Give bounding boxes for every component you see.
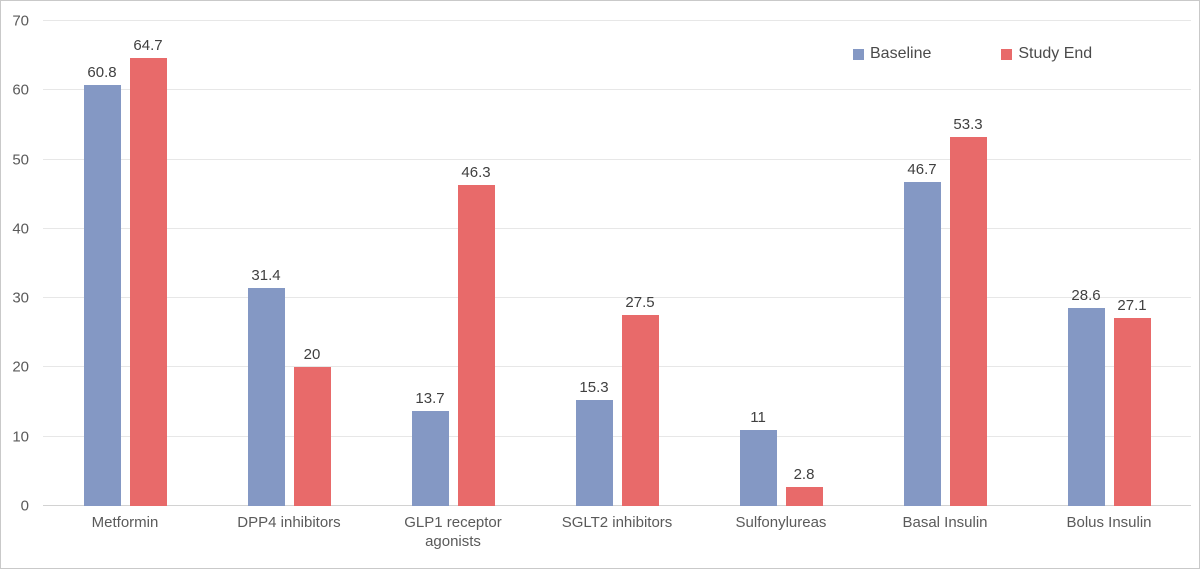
bar-study-end-sglt2-inhibitors: 27.5 [621, 294, 659, 506]
y-axis: 0 10 20 30 40 50 60 70 [1, 13, 35, 515]
y-tick-label-10: 10 [12, 428, 29, 446]
value-label-baseline-glp1-receptor-agonists: 13.7 [415, 390, 445, 408]
bar-study-end-dpp4-inhibitors: 20 [293, 346, 331, 506]
bar-baseline-basal-insulin: 46.7 [903, 161, 941, 506]
x-label-sglt2-inhibitors: SGLT2 inhibitors [561, 514, 673, 531]
legend-item-study-end: Study End [1001, 45, 1092, 63]
y-tick-label-20: 20 [12, 358, 29, 376]
x-label-sulfonylureas: Sulfonylureas [735, 514, 827, 531]
value-label-study-end-sglt2-inhibitors: 27.5 [625, 294, 655, 312]
value-label-baseline-bolus-insulin: 28.6 [1071, 286, 1101, 304]
bar-baseline-sulfonylureas: 11 [739, 409, 777, 506]
bar-study-end-glp1-receptor-agonists: 46.3 [457, 164, 495, 506]
bar-baseline-bolus-insulin: 28.6 [1067, 287, 1105, 506]
value-label-baseline-sulfonylureas: 11 [750, 408, 766, 426]
legend-label-baseline: Baseline [870, 45, 932, 62]
y-tick-label-40: 40 [12, 220, 29, 238]
plot-area: 60.8 64.7 31.4 20 13.7 46.3 15.3 27.5 11 2.8 46.7 5… [43, 20, 1191, 506]
bar-study-end-sulfonylureas: 2.8 [785, 466, 823, 506]
bar-baseline-dpp4-inhibitors: 31.4 [247, 267, 285, 506]
chart-legend: Baseline Study End [853, 45, 1092, 63]
x-label-basal-insulin: Basal Insulin [902, 514, 988, 531]
value-label-study-end-bolus-insulin: 27.1 [1117, 297, 1147, 315]
legend-swatch-study-end [1001, 48, 1013, 60]
bar-group-glp1-receptor-agonists: 13.7 46.3 [371, 21, 535, 506]
bar-study-end-metformin: 64.7 [129, 37, 167, 506]
y-tick-label-30: 30 [12, 289, 29, 307]
value-label-study-end-glp1-receptor-agonists: 46.3 [461, 164, 491, 182]
bar-group-metformin: 60.8 64.7 [43, 21, 207, 506]
bar-group-bolus-insulin: 28.6 27.1 [1027, 21, 1191, 506]
value-label-baseline-metformin: 60.8 [87, 63, 117, 81]
gridline-50 [43, 158, 1191, 160]
bar-group-sglt2-inhibitors: 15.3 27.5 [535, 21, 699, 506]
y-tick-label-70: 70 [12, 12, 29, 30]
bar-group-dpp4-inhibitors: 31.4 20 [207, 21, 371, 506]
x-axis: Metformin DPP4 inhibitors GLP1 receptor ag… [43, 513, 1191, 551]
y-tick-label-0: 0 [20, 497, 29, 515]
x-label-dpp4-inhibitors: DPP4 inhibitors [237, 514, 341, 531]
value-label-study-end-dpp4-inhibitors: 20 [303, 346, 321, 364]
legend-item-baseline: Baseline [853, 45, 931, 63]
value-label-baseline-basal-insulin: 46.7 [907, 161, 937, 179]
bar-group-basal-insulin: 46.7 53.3 [863, 21, 1027, 506]
bar-groups: 60.8 64.7 31.4 20 13.7 46.3 15.3 27.5 11 2.8 46.7 5… [43, 21, 1191, 506]
gridline-10 [43, 435, 1191, 437]
y-tick-label-60: 60 [12, 81, 29, 99]
legend-swatch-baseline [853, 48, 864, 60]
gridline-30 [43, 297, 1191, 299]
gridline-70 [43, 20, 1191, 21]
bar-study-end-bolus-insulin: 27.1 [1113, 297, 1151, 506]
value-label-baseline-sglt2-inhibitors: 15.3 [579, 379, 609, 396]
value-label-study-end-metformin: 64.7 [133, 36, 163, 54]
bar-baseline-sglt2-inhibitors: 15.3 [575, 379, 613, 506]
x-label-glp1-receptor-agonists: GLP1 receptor agonists [404, 514, 502, 550]
y-tick-label-50: 50 [12, 151, 29, 169]
gridline-60 [43, 89, 1191, 91]
bar-baseline-glp1-receptor-agonists: 13.7 [411, 390, 449, 506]
gridline-20 [43, 366, 1191, 368]
legend-label-study-end: Study End [1018, 45, 1093, 62]
bar-baseline-metformin: 60.8 [83, 64, 121, 506]
bar-study-end-basal-insulin: 53.3 [949, 116, 987, 506]
x-label-metformin: Metformin [91, 514, 159, 531]
gridline-0 [43, 505, 1191, 506]
value-label-study-end-basal-insulin: 53.3 [953, 115, 983, 133]
gridline-40 [43, 227, 1191, 229]
value-label-study-end-sulfonylureas: 2.8 [793, 465, 815, 483]
value-label-baseline-dpp4-inhibitors: 31.4 [251, 267, 281, 285]
x-label-bolus-insulin: Bolus Insulin [1066, 514, 1152, 531]
bar-group-sulfonylureas: 11 2.8 [699, 21, 863, 506]
